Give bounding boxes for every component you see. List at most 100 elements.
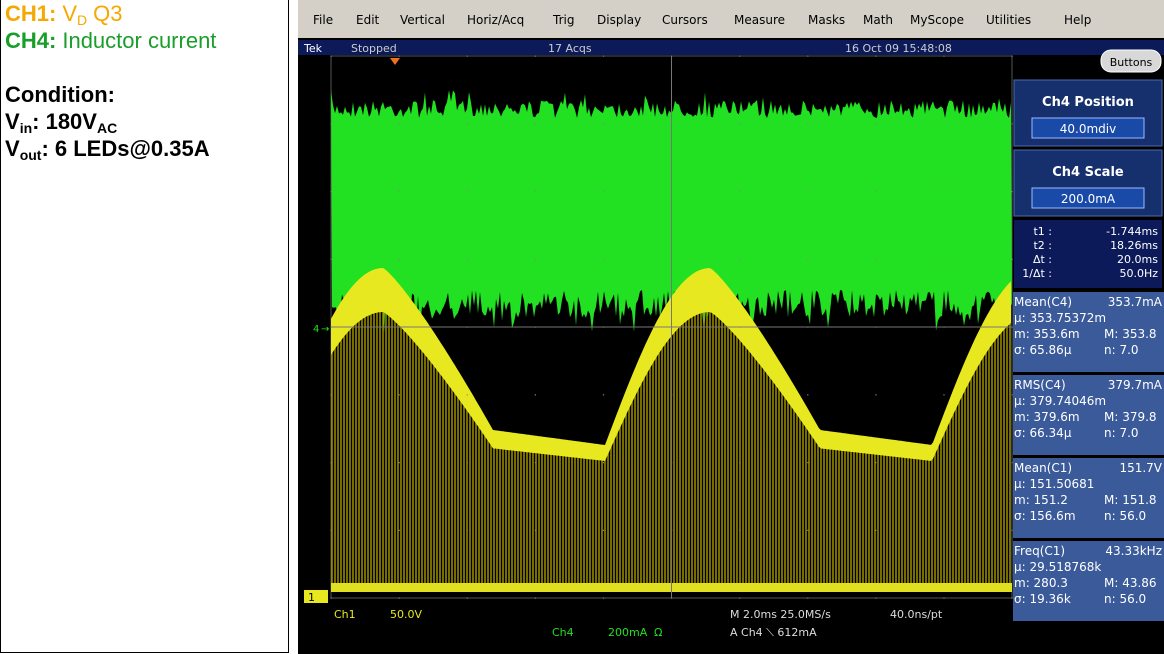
- grid-dot: [467, 462, 468, 463]
- grid-dot: [739, 598, 740, 599]
- grid-dot: [603, 123, 604, 124]
- measurement-min: m: 280.3: [1014, 576, 1068, 590]
- grid-dot: [875, 394, 876, 395]
- cursor-label: t2 :: [1033, 239, 1052, 252]
- buttons-label[interactable]: Buttons: [1110, 56, 1153, 69]
- measurement-n: n: 56.0: [1104, 509, 1146, 523]
- grid-dot: [1012, 191, 1013, 192]
- grid-dot: [1012, 462, 1013, 463]
- grid-dot: [399, 259, 400, 260]
- subscript: out: [20, 147, 42, 163]
- measurement-name: RMS(C4): [1014, 378, 1066, 392]
- control-title[interactable]: Ch4 Scale: [1052, 165, 1124, 180]
- menu-item[interactable]: Edit: [356, 13, 380, 27]
- grid-dot: [603, 259, 604, 260]
- status-brand: Tek: [303, 42, 323, 55]
- readout-ch4: Ch4: [552, 626, 574, 639]
- measurement-sigma: σ: 19.36k: [1014, 592, 1071, 606]
- grid-dot: [739, 123, 740, 124]
- measurement-max: M: 43.86: [1104, 576, 1157, 590]
- grid-dot: [331, 123, 332, 124]
- vin: Vin: 180VAC: [5, 108, 288, 135]
- cursor-label: t1 :: [1033, 225, 1052, 238]
- grid-dot: [807, 462, 808, 463]
- measurement-sigma: σ: 66.34µ: [1014, 426, 1072, 440]
- grid-dot: [399, 123, 400, 124]
- control-title[interactable]: Ch4 Position: [1042, 95, 1134, 110]
- grid-dot: [807, 598, 808, 599]
- status-timestamp: 16 Oct 09 15:48:08: [845, 42, 952, 55]
- symbol: V: [5, 136, 20, 161]
- measurement-mean: µ: 353.75372m: [1014, 311, 1106, 325]
- subscript: D: [77, 12, 87, 28]
- cursor-label: 1/Δt :: [1022, 267, 1052, 280]
- text: : 180V: [32, 109, 97, 134]
- grid-dot: [943, 259, 944, 260]
- control-value[interactable]: 200.0mA: [1061, 192, 1116, 206]
- grid-dot: [739, 191, 740, 192]
- menu-item[interactable]: Masks: [808, 13, 845, 27]
- menu-item[interactable]: Trig: [552, 13, 574, 27]
- symbol: V: [5, 109, 20, 134]
- readout-trigger: A Ch4 ⟍ 612mA: [730, 626, 817, 639]
- grid-dot: [399, 530, 400, 531]
- grid-dot: [943, 598, 944, 599]
- cursor-value: -1.744ms: [1106, 225, 1158, 238]
- readout-ch1-scale: 50.0V: [390, 608, 422, 621]
- grid-dot: [535, 191, 536, 192]
- grid-dot: [1012, 394, 1013, 395]
- menu-item[interactable]: File: [313, 13, 333, 27]
- grid-dot: [331, 259, 332, 260]
- grid-dot: [943, 123, 944, 124]
- grid-dot: [807, 191, 808, 192]
- grid-dot: [875, 259, 876, 260]
- grid-dot: [535, 394, 536, 395]
- grid-dot: [331, 191, 332, 192]
- grid-dot: [807, 394, 808, 395]
- text: Inductor current: [62, 28, 216, 53]
- measurement-value: 353.7mA: [1108, 295, 1163, 309]
- measurement-sigma: σ: 65.86µ: [1014, 343, 1072, 357]
- grid-dot: [807, 123, 808, 124]
- grid-dot: [875, 598, 876, 599]
- menu-item[interactable]: Math: [863, 13, 893, 27]
- measurement-mean: µ: 379.74046m: [1014, 394, 1106, 408]
- measurement-max: M: 353.8: [1104, 327, 1157, 341]
- menu-item[interactable]: Utilities: [986, 13, 1031, 27]
- grid-dot: [399, 191, 400, 192]
- cursor-value: 18.26ms: [1110, 239, 1158, 252]
- grid-dot: [807, 259, 808, 260]
- grid-dot: [807, 530, 808, 531]
- menu-item[interactable]: Horiz/Acq: [467, 13, 524, 27]
- vout: Vout: 6 LEDs@0.35A: [5, 135, 288, 162]
- grid-dot: [875, 56, 876, 57]
- grid-dot: [399, 598, 400, 599]
- grid-dot: [1012, 259, 1013, 260]
- label: CH4:: [5, 28, 56, 53]
- status-state: Stopped: [351, 42, 397, 55]
- grid-dot: [331, 598, 332, 599]
- menu-item[interactable]: Measure: [734, 13, 785, 27]
- readout-resolution: 40.0ns/pt: [890, 608, 943, 621]
- grid-dot: [739, 259, 740, 260]
- oscilloscope-screen: File Edit Vertical Horiz/Acq Trig Display Curs…: [298, 0, 1164, 654]
- cursor-value: 20.0ms: [1117, 253, 1158, 266]
- control-value[interactable]: 40.0mdiv: [1060, 122, 1116, 136]
- grid-dot: [331, 530, 332, 531]
- grid-dot: [467, 259, 468, 260]
- measurement-name: Mean(C4): [1014, 295, 1072, 309]
- menu-item[interactable]: Help: [1064, 13, 1091, 27]
- menu-item[interactable]: Display: [597, 13, 641, 27]
- label: CH1:: [5, 1, 56, 26]
- menu-item[interactable]: Cursors: [662, 13, 708, 27]
- ch1-marker: 1: [308, 591, 315, 604]
- grid-dot: [943, 462, 944, 463]
- grid-dot: [603, 598, 604, 599]
- cursor-value: 50.0Hz: [1119, 267, 1158, 280]
- status-acqs: 17 Acqs: [548, 42, 592, 55]
- grid-dot: [1012, 123, 1013, 124]
- grid-dot: [535, 530, 536, 531]
- menu-item[interactable]: Vertical: [400, 13, 445, 27]
- ch4-marker: 4: [313, 324, 319, 335]
- menu-item[interactable]: MyScope: [910, 13, 964, 27]
